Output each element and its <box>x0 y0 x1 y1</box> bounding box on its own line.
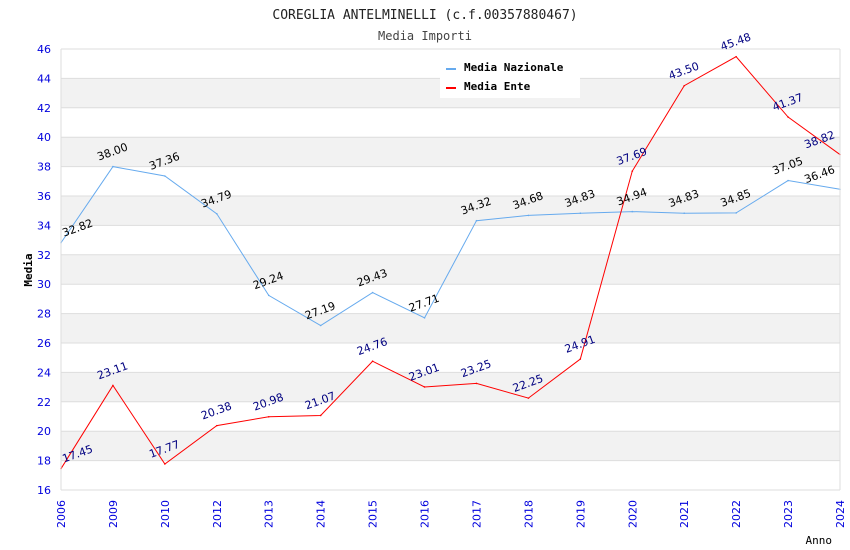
data-point <box>112 165 114 168</box>
data-point <box>631 170 634 172</box>
x-axis-label: Anno <box>806 534 833 547</box>
y-tick-label: 24 <box>37 366 51 379</box>
y-tick-label: 22 <box>37 396 51 409</box>
y-tick-label: 20 <box>37 425 51 438</box>
data-point <box>319 324 322 327</box>
y-tick-label: 30 <box>37 278 51 291</box>
legend-label-ente: Media Ente <box>464 80 531 93</box>
data-point <box>371 360 374 363</box>
data-point <box>475 219 478 222</box>
x-tick-label: 2012 <box>211 500 224 528</box>
data-point <box>164 175 166 177</box>
y-tick-label: 40 <box>37 131 51 144</box>
series-line-ente <box>60 56 841 469</box>
chart-title: COREGLIA ANTELMINELLI (c.f.00357880467) <box>272 8 577 23</box>
data-point <box>735 212 737 214</box>
y-tick-label: 42 <box>37 102 51 115</box>
legend-swatch-ente <box>446 87 456 89</box>
data-point <box>371 291 374 294</box>
data-point <box>423 317 426 319</box>
data-point <box>735 55 737 58</box>
x-tick-label: 2013 <box>263 500 276 528</box>
data-point <box>216 212 218 215</box>
y-tick-label: 36 <box>37 190 51 203</box>
x-tick-label: 2016 <box>419 500 432 528</box>
data-label: 27.71 <box>407 292 441 315</box>
y-tick-label: 18 <box>37 455 51 468</box>
chart-subtitle: Media Importi <box>378 29 472 43</box>
grid-band <box>61 372 840 402</box>
x-tick-label: 2018 <box>522 500 535 528</box>
x-tick-label: 2023 <box>782 500 795 528</box>
y-axis-label: Media <box>22 253 35 286</box>
x-tick-label: 2022 <box>730 500 743 528</box>
data-point <box>527 214 530 217</box>
x-tick-label: 2020 <box>626 500 639 528</box>
grid-band <box>61 431 840 461</box>
data-point <box>267 415 270 418</box>
grid-band <box>61 313 840 343</box>
y-tick-label: 46 <box>37 43 51 56</box>
x-tick-label: 2014 <box>315 500 328 528</box>
data-point <box>579 212 582 214</box>
data-point <box>683 212 685 214</box>
data-point <box>579 358 582 360</box>
y-tick-label: 34 <box>37 219 51 232</box>
data-point <box>423 386 426 388</box>
series-line-nazionale <box>60 166 841 327</box>
x-tick-label: 2024 <box>834 500 847 528</box>
data-point <box>164 463 166 465</box>
x-tick-label: 2010 <box>159 500 172 528</box>
x-tick-label: 2009 <box>107 500 120 528</box>
data-point <box>683 84 685 87</box>
data-point <box>475 382 478 385</box>
legend-swatch-nazionale <box>446 68 456 70</box>
data-point <box>527 397 530 399</box>
data-point <box>787 179 789 182</box>
y-tick-label: 32 <box>37 249 51 262</box>
x-tick-label: 2015 <box>367 500 380 528</box>
y-tick-label: 28 <box>37 308 51 321</box>
data-point <box>787 116 789 118</box>
data-point <box>631 210 634 213</box>
legend: Media Nazionale Media Ente <box>440 56 580 98</box>
x-tick-label: 2006 <box>55 500 68 528</box>
y-tick-label: 44 <box>37 72 51 85</box>
x-tick-label: 2021 <box>678 500 691 528</box>
data-label: 20.38 <box>199 399 233 422</box>
data-label: 45.48 <box>719 30 753 53</box>
data-point <box>216 424 218 427</box>
data-point <box>319 414 322 417</box>
x-tick-label: 2017 <box>470 500 483 528</box>
y-tick-label: 16 <box>37 484 51 497</box>
data-point <box>267 294 270 297</box>
data-point <box>112 384 114 387</box>
x-tick-label: 2019 <box>574 500 587 528</box>
grid-band <box>61 137 840 167</box>
grid-band <box>61 196 840 226</box>
y-tick-label: 26 <box>37 337 51 350</box>
legend-label-nazionale: Media Nazionale <box>464 61 564 74</box>
y-tick-label: 38 <box>37 161 51 174</box>
